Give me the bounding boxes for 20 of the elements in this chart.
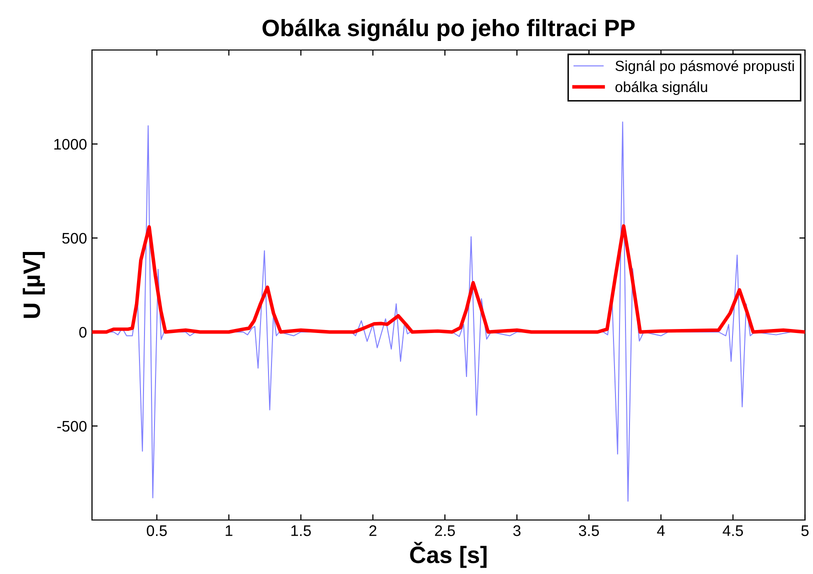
x-tick-label: 2 xyxy=(369,525,376,536)
x-tick-label: 2.5 xyxy=(435,525,455,536)
legend-label: obálka signálu xyxy=(615,81,708,96)
x-tick-label: 5 xyxy=(801,525,809,536)
x-tick-label: 4 xyxy=(657,525,665,536)
x-tick-label: 0.5 xyxy=(146,525,167,536)
legend-label: Signál po pásmové propusti xyxy=(615,60,794,74)
x-tick-label: 1.5 xyxy=(291,525,311,536)
x-tick-label: 1 xyxy=(226,525,232,536)
y-tick-label: -500 xyxy=(57,420,87,432)
x-tick-label: 4.5 xyxy=(722,525,743,536)
y-tick-label: 500 xyxy=(62,232,87,244)
x-tick-label: 3 xyxy=(513,525,520,536)
y-tick-label: 1000 xyxy=(54,138,87,150)
line-series xyxy=(92,224,805,334)
chart-title: Obálka signálu po jeho filtraci PP xyxy=(262,18,635,42)
y-axis-title: U [µV] xyxy=(22,252,45,318)
y-tick-label: 0 xyxy=(79,326,87,338)
x-axis-title: Čas [s] xyxy=(410,542,487,568)
x-tick-label: 3.5 xyxy=(578,525,599,536)
